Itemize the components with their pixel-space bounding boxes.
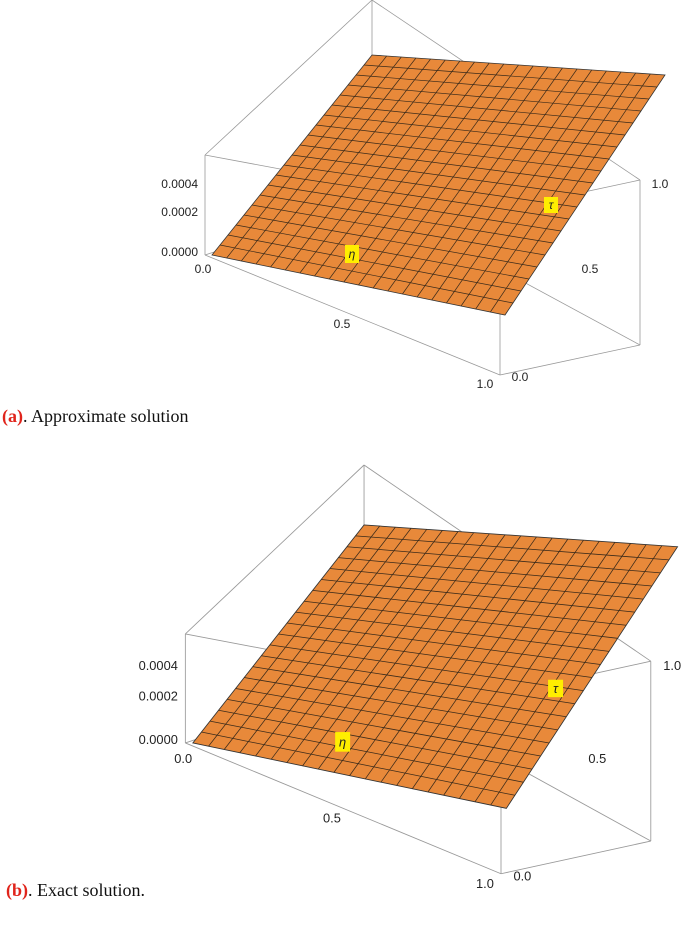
mesh-line bbox=[411, 539, 584, 789]
mesh-line bbox=[347, 84, 642, 112]
z-tick-label: 0.0002 bbox=[139, 689, 178, 704]
mesh-line bbox=[396, 538, 569, 786]
tau-tick-label: 1.0 bbox=[652, 177, 669, 191]
mesh-line bbox=[331, 104, 626, 136]
eta-tick-label: 1.0 bbox=[477, 377, 494, 391]
tau-tick-label: 1.0 bbox=[663, 658, 681, 673]
mesh-line bbox=[323, 114, 618, 148]
eta-tick-label: 0.0 bbox=[195, 262, 212, 276]
mesh-line bbox=[312, 589, 627, 626]
mesh-line bbox=[339, 94, 634, 124]
mesh-line bbox=[363, 64, 658, 88]
mesh-line bbox=[329, 568, 644, 600]
mesh-line bbox=[402, 67, 563, 295]
eta-label: η bbox=[349, 247, 356, 261]
mesh-line bbox=[490, 73, 651, 313]
box-edge bbox=[500, 840, 651, 875]
z-tick-label: 0.0002 bbox=[161, 205, 198, 219]
mesh-line bbox=[315, 124, 610, 160]
surface-plot: 0.0000 0.0002 0.0004 0.0 0.5 1.0 0.0 0.5 1.0 η τ bbox=[139, 464, 681, 891]
mesh-line bbox=[443, 542, 616, 796]
mesh-line bbox=[304, 600, 618, 639]
mesh-line bbox=[380, 537, 553, 783]
surface bbox=[211, 54, 666, 316]
mesh-line bbox=[460, 71, 622, 307]
box-edge bbox=[185, 742, 502, 875]
eta-tick-label: 0.0 bbox=[174, 751, 192, 766]
box-edge bbox=[204, 0, 373, 156]
label-bg bbox=[335, 732, 351, 752]
mesh-line bbox=[291, 154, 586, 196]
box-edge bbox=[185, 464, 365, 635]
mesh-line bbox=[372, 65, 534, 289]
caption-label: (b) bbox=[6, 880, 28, 900]
mesh-line bbox=[490, 545, 663, 806]
mesh-line bbox=[278, 633, 593, 678]
mesh-line bbox=[307, 134, 602, 172]
tau-tick-label: 0.0 bbox=[513, 868, 531, 883]
eta-label: η bbox=[339, 734, 346, 749]
mesh-line bbox=[416, 68, 578, 298]
mesh-line bbox=[446, 70, 607, 304]
box-edge bbox=[499, 344, 641, 376]
z-tick-label: 0.0004 bbox=[139, 658, 178, 673]
mesh-line bbox=[295, 611, 610, 652]
caption-label: (a) bbox=[2, 406, 23, 426]
tau-tick-label: 0.5 bbox=[582, 262, 599, 276]
label-bg bbox=[548, 679, 564, 698]
caption-text: . Exact solution. bbox=[28, 880, 145, 900]
tau-tick-label: 0.0 bbox=[512, 370, 529, 384]
mesh-line bbox=[338, 557, 652, 587]
caption: (b). Exact solution. bbox=[6, 880, 145, 901]
tau-label: τ bbox=[553, 681, 559, 696]
box-edge bbox=[204, 254, 501, 376]
label-bg bbox=[544, 197, 558, 213]
mesh-line bbox=[474, 544, 647, 803]
mesh-line bbox=[286, 622, 601, 665]
caption-text: . Approximate solution bbox=[23, 406, 189, 426]
mesh-line bbox=[355, 535, 670, 561]
mesh-line bbox=[321, 579, 635, 613]
z-tick-label: 0.0000 bbox=[139, 732, 178, 747]
z-tick-label: 0.0000 bbox=[161, 245, 198, 259]
surface-plot: 0.0000 0.0002 0.0004 0.0 0.5 1.0 0.0 0.5 1.0 η τ bbox=[161, 0, 669, 391]
eta-tick-label: 0.5 bbox=[323, 811, 341, 826]
caption: (a). Approximate solution bbox=[2, 406, 189, 427]
tau-label: τ bbox=[549, 198, 555, 212]
mesh-line bbox=[387, 66, 549, 292]
z-tick-label: 0.0004 bbox=[161, 177, 198, 191]
label-bg bbox=[345, 245, 359, 263]
surface bbox=[192, 524, 679, 809]
mesh-line bbox=[431, 69, 593, 301]
eta-tick-label: 1.0 bbox=[476, 876, 494, 891]
eta-tick-label: 0.5 bbox=[334, 317, 351, 331]
mesh-line bbox=[427, 541, 600, 793]
mesh-line bbox=[364, 536, 537, 780]
tau-tick-label: 0.5 bbox=[588, 751, 606, 766]
mesh-line bbox=[346, 546, 661, 574]
mesh-line bbox=[299, 144, 594, 184]
mesh-line bbox=[459, 543, 631, 799]
mesh-line bbox=[355, 74, 650, 100]
mesh-line bbox=[475, 72, 636, 310]
